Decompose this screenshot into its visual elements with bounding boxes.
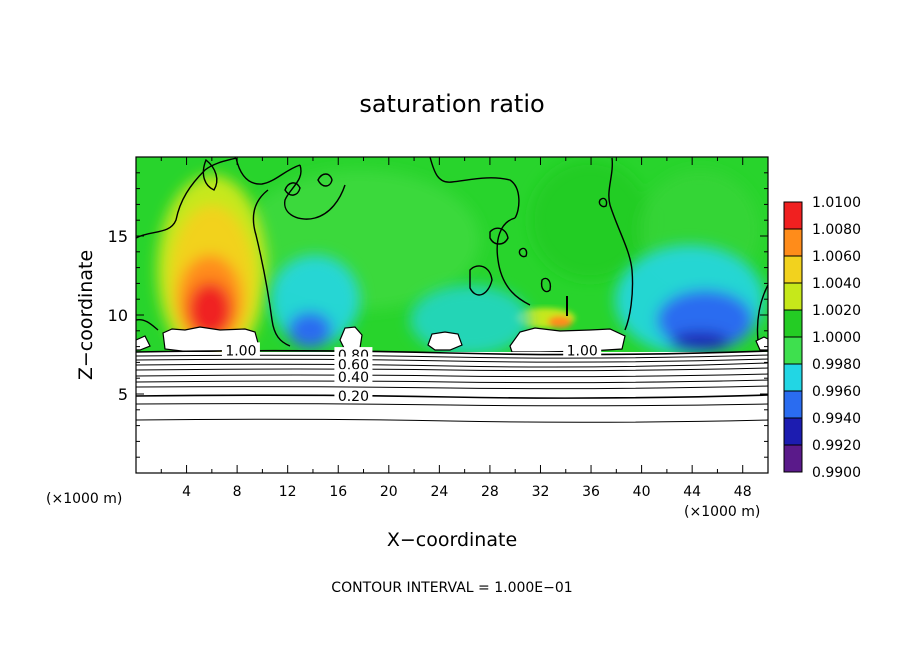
colorbar-label: 1.0040 bbox=[812, 276, 861, 292]
contour-label-bg bbox=[334, 369, 373, 384]
colorbar-swatch bbox=[784, 364, 802, 391]
x-tick-label: 8 bbox=[233, 484, 242, 500]
x-tick-label: 48 bbox=[734, 484, 752, 500]
x-tick-label: 36 bbox=[582, 484, 600, 500]
contour-interval-note: CONTOUR INTERVAL = 1.000E−01 bbox=[331, 580, 572, 596]
y-axis-label: Z−coordinate bbox=[75, 250, 97, 380]
contour-label: 0.20 bbox=[338, 389, 369, 405]
contour-label: 1.00 bbox=[225, 343, 256, 359]
y-axis: 5 10 15 bbox=[108, 172, 768, 458]
contour-label-bg bbox=[221, 342, 260, 357]
colorbar-swatch bbox=[784, 283, 802, 310]
colorbar-label: 1.0100 bbox=[812, 195, 861, 211]
x-tick-label: 40 bbox=[633, 484, 651, 500]
contour-label-bg bbox=[334, 388, 373, 403]
colorbar-label: 0.9920 bbox=[812, 438, 861, 454]
colorbar-swatch bbox=[784, 391, 802, 418]
x-tick-label: 24 bbox=[430, 484, 448, 500]
x-tick-label: 4 bbox=[182, 484, 191, 500]
colorbar-swatch bbox=[784, 418, 802, 445]
contour-label-bg bbox=[563, 342, 602, 357]
contour-label: 1.00 bbox=[567, 343, 598, 359]
x-unit-left: (×1000 m) bbox=[46, 491, 122, 507]
colorbar-label: 0.9900 bbox=[812, 465, 861, 481]
colorbar-swatch bbox=[784, 310, 802, 337]
plot-area bbox=[136, 157, 768, 473]
lower-region bbox=[136, 352, 768, 473]
x-tick-label: 12 bbox=[279, 484, 297, 500]
colorbar-swatch bbox=[784, 256, 802, 283]
x-tick-label: 20 bbox=[380, 484, 398, 500]
colorbar-label: 0.9980 bbox=[812, 357, 861, 373]
x-tick-label: 16 bbox=[329, 484, 347, 500]
colorbar-swatch bbox=[784, 445, 802, 472]
x-axis: 4 8 12 16 20 24 28 32 36 40 44 48 bbox=[160, 157, 752, 500]
colorbar-swatch bbox=[784, 202, 802, 229]
x-unit-right: (×1000 m) bbox=[684, 504, 760, 520]
y-tick-label: 10 bbox=[108, 306, 128, 325]
x-tick-label: 28 bbox=[481, 484, 499, 500]
contour-labels: 1.00 0.800.600.400.201.00 bbox=[221, 342, 602, 405]
x-tick-label: 44 bbox=[683, 484, 701, 500]
x-axis-label: X−coordinate bbox=[387, 529, 517, 551]
colorbar-label: 1.0020 bbox=[812, 303, 861, 319]
colorbar-label: 1.0000 bbox=[812, 330, 861, 346]
cloud-regions bbox=[136, 326, 768, 353]
y-tick-label: 5 bbox=[118, 385, 128, 404]
colorbar-label: 0.9960 bbox=[812, 384, 861, 400]
colorbar-label: 1.0060 bbox=[812, 249, 861, 265]
contour-label-bg bbox=[334, 356, 373, 371]
contour-lines-lower bbox=[136, 349, 768, 423]
warm-plume-left bbox=[157, 175, 267, 365]
contour-label: 0.40 bbox=[338, 370, 369, 386]
colorbar: 0.9900 0.9920 0.9940 0.9960 0.9980 1.0000 1.00… bbox=[783, 195, 861, 481]
dry-regions bbox=[270, 245, 765, 355]
colorbar-label: 0.9940 bbox=[812, 411, 861, 427]
chart-title: saturation ratio bbox=[359, 90, 544, 118]
colorbar-swatch bbox=[784, 337, 802, 364]
colorbar-swatch bbox=[784, 229, 802, 256]
y-tick-label: 15 bbox=[108, 227, 128, 246]
contour-lines-upper bbox=[136, 157, 768, 347]
colorbar-label: 1.0080 bbox=[812, 222, 861, 238]
x-tick-label: 32 bbox=[532, 484, 550, 500]
